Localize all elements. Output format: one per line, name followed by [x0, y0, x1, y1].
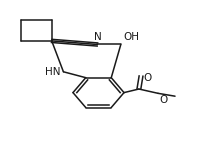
Text: N: N: [94, 32, 101, 42]
Text: OH: OH: [123, 32, 139, 42]
Text: O: O: [143, 72, 151, 83]
Text: HN: HN: [45, 67, 60, 77]
Text: O: O: [159, 95, 167, 105]
